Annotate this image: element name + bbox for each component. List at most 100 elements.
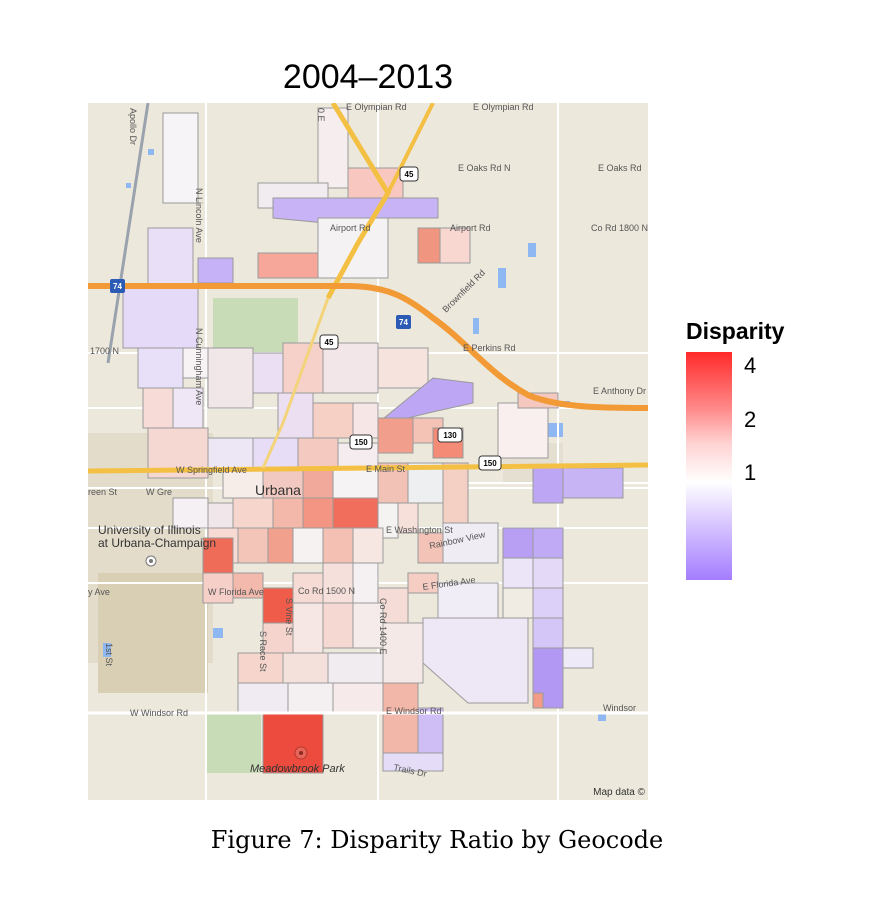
tract — [207, 437, 254, 469]
shield-label: 74 — [399, 318, 408, 327]
shield-label: 45 — [325, 338, 334, 347]
tract — [332, 497, 379, 529]
tract — [302, 497, 334, 529]
disparity-tracts — [122, 107, 624, 774]
tract — [377, 347, 429, 389]
tract — [237, 652, 284, 684]
road-label: Co Rd 1500 N — [298, 586, 355, 596]
park-marker-icon — [294, 746, 308, 760]
city-label: Urbana — [255, 482, 301, 498]
tract-downtown-red — [272, 497, 304, 529]
legend-tick-label: 1 — [744, 460, 757, 486]
tract — [352, 602, 384, 649]
road-label: Airport Rd — [330, 223, 371, 233]
legend-tick-mark — [732, 366, 740, 368]
tract — [257, 252, 319, 279]
tract — [322, 562, 354, 604]
i74-west-shield: 74 — [110, 279, 125, 293]
tract — [442, 522, 499, 564]
figure-caption: Figure 7: Disparity Ratio by Geocode — [210, 826, 664, 854]
road-label: Windsor — [603, 703, 636, 713]
tract — [302, 467, 334, 499]
plot-title: 2004–2013 — [282, 58, 454, 96]
tract — [207, 502, 234, 529]
tract — [287, 682, 334, 714]
tract — [502, 557, 534, 589]
tract — [532, 617, 564, 649]
tract — [282, 652, 329, 684]
tract — [417, 532, 444, 564]
road-label: N Lincoln Ave — [194, 188, 204, 243]
road-label: y Ave — [88, 587, 110, 597]
tract — [352, 402, 379, 439]
road-label: E Windsor Rd — [386, 706, 442, 716]
tract — [502, 587, 534, 619]
tract — [439, 227, 471, 264]
tract — [417, 707, 444, 754]
us45-north-shield: 45 — [399, 166, 419, 182]
road-label: S Vine St — [284, 598, 294, 636]
tract — [322, 342, 379, 394]
tract — [277, 392, 314, 439]
tract — [352, 562, 379, 604]
tract — [377, 417, 414, 454]
tract — [532, 587, 564, 619]
road-label: E Perkins Rd — [463, 343, 516, 353]
tract — [327, 652, 384, 684]
tract — [237, 682, 289, 714]
legend-tick-mark — [732, 419, 740, 421]
road-label: E Oaks Rd N — [458, 163, 511, 173]
park-label: Meadowbrook Park — [250, 763, 345, 775]
shield-label: 74 — [113, 282, 122, 291]
rt130-shield: 130 — [437, 427, 463, 443]
tract — [382, 622, 424, 684]
road-label: S Race St — [258, 631, 268, 672]
road-label: Apollo Dr — [128, 108, 138, 145]
tract — [562, 467, 624, 499]
us45-center-shield: 45 — [319, 334, 339, 350]
legend-tick-mark — [732, 473, 740, 475]
tract — [532, 557, 564, 589]
tract-meadowbrook — [262, 712, 324, 774]
road-label: W Florida Ave — [208, 587, 264, 597]
legend-tick-label: 2 — [744, 406, 757, 432]
tract — [382, 752, 444, 772]
legend-title: Disparity — [686, 318, 785, 344]
tract — [532, 527, 564, 559]
green-area-south — [206, 713, 261, 773]
tract — [532, 692, 544, 709]
shield-label: 130 — [443, 431, 457, 440]
tract — [142, 387, 174, 429]
road-label: Airport Rd — [450, 223, 491, 233]
map-attribution: Map data © — [593, 787, 645, 798]
road-label: Co Rd 1800 N — [591, 223, 648, 233]
tract-south-red — [202, 537, 234, 574]
road-label: 0 E — [316, 108, 326, 122]
tract — [397, 502, 419, 534]
university-label-line2: at Urbana-Champaign — [98, 536, 216, 550]
tract — [352, 527, 384, 564]
university-marker-icon — [145, 555, 157, 567]
campus-area-south — [98, 573, 208, 693]
tract — [332, 682, 384, 714]
rt150-shield-b: 150 — [478, 455, 502, 471]
tract — [122, 287, 199, 349]
tract — [232, 497, 274, 529]
tract — [297, 437, 339, 469]
legend: Disparity 4 2 1 — [686, 318, 826, 588]
route-shields: 74 74 45 45 130 150 — [110, 166, 502, 471]
tract — [232, 572, 264, 599]
university-label-line1: University of Illinois — [98, 523, 201, 537]
tract — [312, 402, 354, 439]
tract — [267, 527, 294, 564]
road-label: E Anthony Dr — [593, 386, 646, 396]
map-panel[interactable]: 74 74 45 45 130 150 — [88, 103, 648, 800]
i74-east-shield: 74 — [396, 315, 411, 329]
road-label: 1700 N — [90, 346, 119, 356]
tract — [237, 527, 269, 564]
tract — [442, 462, 469, 524]
tract — [422, 617, 529, 704]
tract — [322, 527, 354, 564]
tract — [562, 647, 594, 669]
tract — [147, 227, 194, 289]
